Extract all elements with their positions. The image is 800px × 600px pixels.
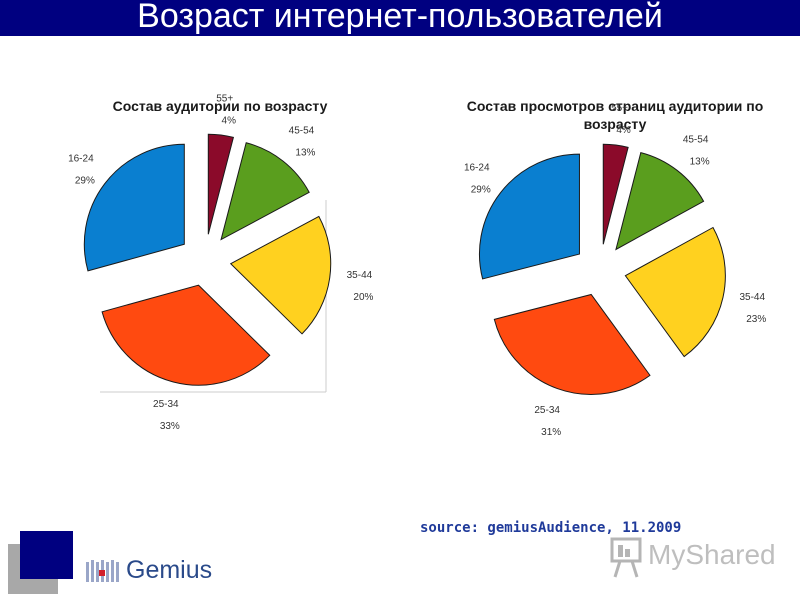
presentation-board-icon bbox=[610, 537, 642, 578]
chart-title-pageviews: Состав просмотров страниц аудитории по в… bbox=[466, 98, 764, 132]
pie1-label-16-24: 16-24 bbox=[68, 154, 94, 165]
pie2-label-55plus: 55+ bbox=[611, 103, 628, 114]
myshared-watermark: MyShared bbox=[610, 535, 776, 579]
pie2-value-25-34: 31% bbox=[541, 427, 561, 438]
chart-title-audience: Состав аудитории по возрасту bbox=[112, 98, 328, 114]
pie2-value-45-54: 13% bbox=[690, 157, 710, 168]
pie1-label-45-54: 45-54 bbox=[289, 125, 315, 136]
myshared-watermark-text: MyShared bbox=[648, 539, 776, 570]
pie1-value-45-54: 13% bbox=[295, 147, 315, 158]
pie2-slice-55plus bbox=[602, 143, 629, 245]
pie2-label-16-24: 16-24 bbox=[464, 162, 490, 173]
pie2-slice-35-44 bbox=[624, 226, 726, 358]
pie2-slice-16-24 bbox=[478, 153, 580, 280]
pie1-slice-35-44 bbox=[229, 215, 332, 335]
pie2-slice-45-54 bbox=[615, 151, 705, 251]
pie1-slice-45-54 bbox=[220, 142, 310, 241]
pie1-value-25-34: 33% bbox=[160, 421, 180, 432]
pie2-label-35-44: 35-44 bbox=[739, 292, 765, 303]
pie2-label-45-54: 45-54 bbox=[683, 135, 709, 146]
pie1-value-16-24: 29% bbox=[75, 176, 95, 187]
pie2-value-35-44: 23% bbox=[746, 314, 766, 325]
pie1-label-35-44: 35-44 bbox=[347, 270, 373, 281]
pie1-slice-16-24 bbox=[83, 143, 185, 272]
pie1-label-25-34: 25-34 bbox=[153, 399, 179, 410]
pie-chart-pageviews: 55+ 4% 45-54 13% 35-44 23% 25-34 31% 16-24 29% bbox=[464, 103, 766, 438]
decor-square-blue bbox=[20, 531, 73, 579]
pie2-slice-25-34 bbox=[493, 293, 651, 395]
title-bar: Возраст интернет-пользователей bbox=[0, 0, 800, 36]
source-note: source: gemiusAudience, 11.2009 bbox=[420, 520, 682, 536]
pie1-value-55plus: 4% bbox=[222, 115, 237, 126]
pie2-value-55plus: 4% bbox=[616, 125, 631, 136]
pie2-value-16-24: 29% bbox=[471, 184, 491, 195]
pie1-label-55plus: 55+ bbox=[216, 93, 233, 104]
pie1-value-35-44: 20% bbox=[353, 292, 373, 303]
pie2-label-25-34: 25-34 bbox=[534, 405, 560, 416]
gemius-logo-icon bbox=[86, 560, 119, 582]
gemius-logo-text: Gemius bbox=[126, 556, 213, 584]
slide-title: Возраст интернет-пользователей bbox=[137, 0, 663, 35]
pie1-slice-25-34 bbox=[101, 284, 271, 386]
pie-chart-audience: 55+ 4% 45-54 13% 35-44 20% 25-34 33% 16-24 29% bbox=[68, 93, 373, 432]
pie1-slice-55plus bbox=[207, 133, 235, 235]
